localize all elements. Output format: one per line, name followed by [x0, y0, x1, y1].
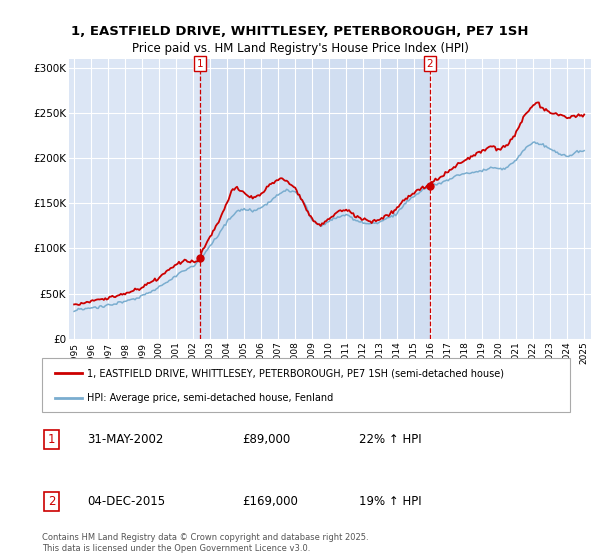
Text: 1, EASTFIELD DRIVE, WHITTLESEY, PETERBOROUGH, PE7 1SH: 1, EASTFIELD DRIVE, WHITTLESEY, PETERBOR… [71, 25, 529, 38]
Text: 1, EASTFIELD DRIVE, WHITTLESEY, PETERBOROUGH, PE7 1SH (semi-detached house): 1, EASTFIELD DRIVE, WHITTLESEY, PETERBOR… [87, 368, 504, 379]
Text: HPI: Average price, semi-detached house, Fenland: HPI: Average price, semi-detached house,… [87, 393, 333, 403]
Text: 22% ↑ HPI: 22% ↑ HPI [359, 433, 421, 446]
Text: Price paid vs. HM Land Registry's House Price Index (HPI): Price paid vs. HM Land Registry's House … [131, 42, 469, 55]
Text: 31-MAY-2002: 31-MAY-2002 [87, 433, 163, 446]
Text: 1: 1 [197, 59, 203, 69]
Text: £169,000: £169,000 [242, 495, 299, 508]
Text: 2: 2 [427, 59, 433, 69]
Text: Contains HM Land Registry data © Crown copyright and database right 2025.
This d: Contains HM Land Registry data © Crown c… [42, 533, 368, 553]
Text: 19% ↑ HPI: 19% ↑ HPI [359, 495, 421, 508]
Text: 2: 2 [48, 495, 55, 508]
Bar [200, 59, 430, 339]
Text: 04-DEC-2015: 04-DEC-2015 [87, 495, 165, 508]
Text: £89,000: £89,000 [242, 433, 291, 446]
Text: 1: 1 [48, 433, 55, 446]
